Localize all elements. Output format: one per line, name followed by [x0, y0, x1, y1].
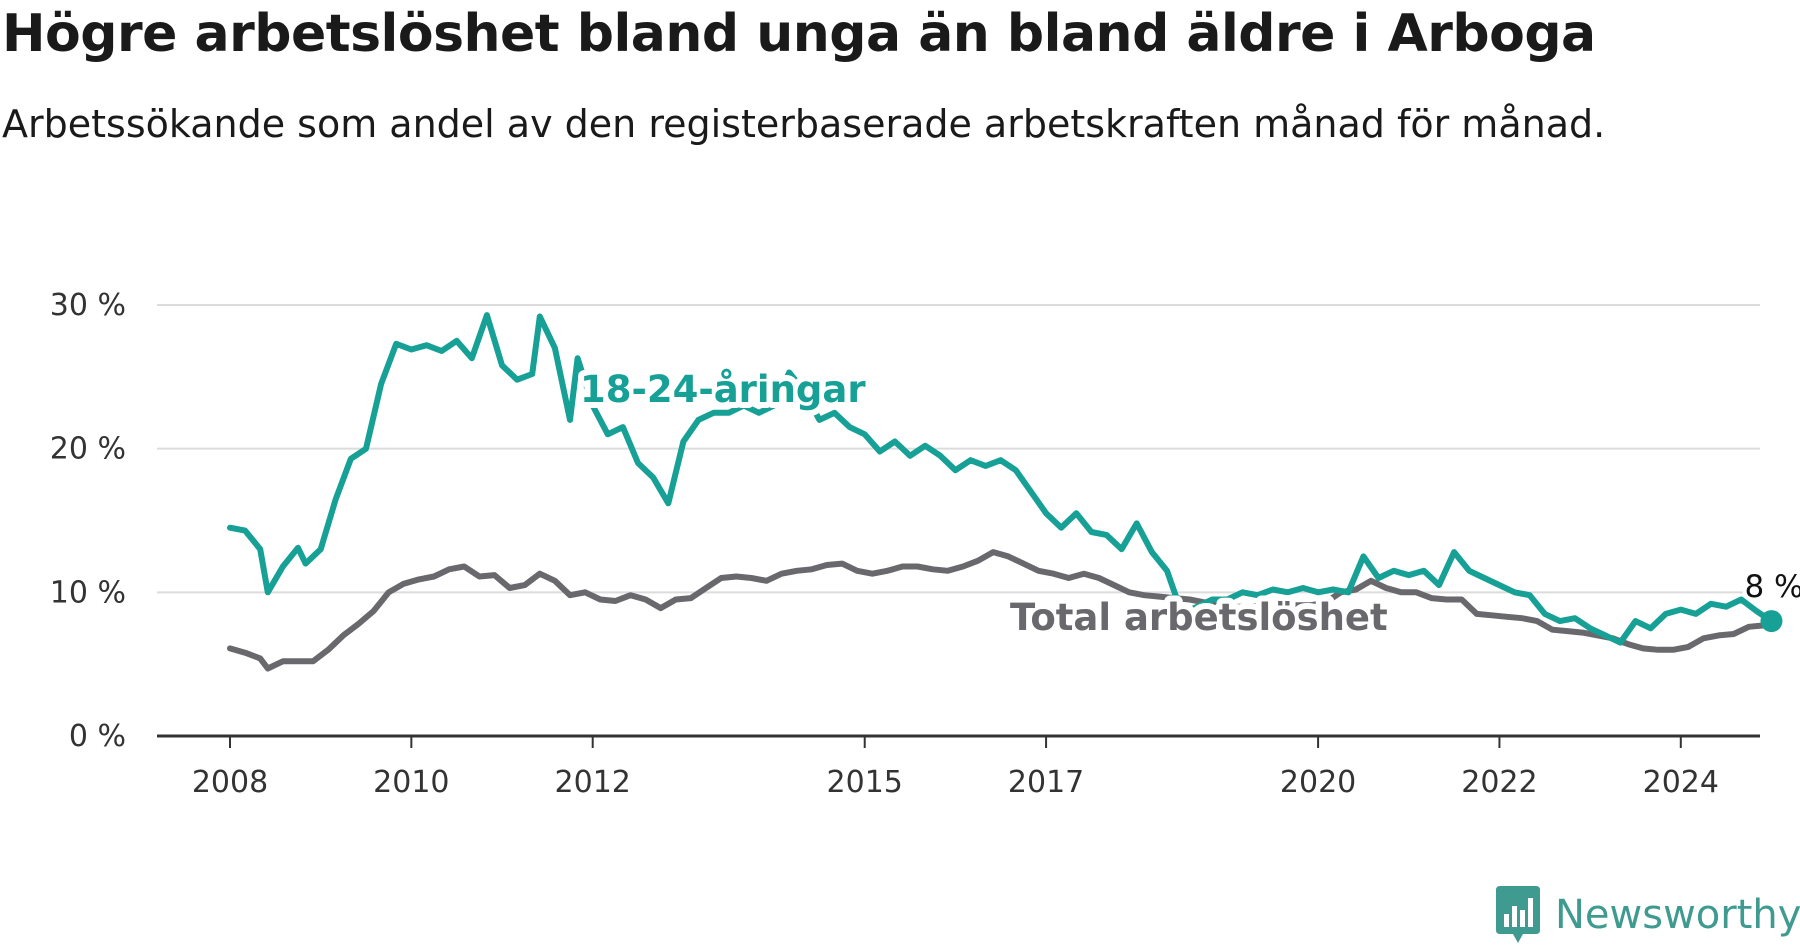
series-line-total — [227, 549, 1767, 672]
y-tick-label: 20 % — [50, 432, 126, 467]
chart-title: Högre arbetslöshet bland unga än bland ä… — [2, 4, 1596, 64]
x-tick-label: 2010 — [373, 765, 449, 800]
newsworthy-logo-icon — [1496, 886, 1540, 943]
x-tick-label: 2022 — [1461, 765, 1537, 800]
x-tick-label: 2024 — [1643, 765, 1719, 800]
x-tick-label: 2008 — [192, 765, 268, 800]
brand-name: Newsworthy — [1555, 892, 1800, 938]
end-label: 8 % — [1744, 569, 1800, 605]
series-label-total: Total arbetslöshet — [1010, 596, 1388, 639]
end-point-marker — [1760, 610, 1783, 633]
x-tick-label: 2020 — [1280, 765, 1356, 800]
x-tick-label: 2012 — [555, 765, 631, 800]
end-label-halo: 8 % — [1744, 569, 1800, 605]
brand: Newsworthy — [1493, 884, 1800, 946]
series-label-total-halo: Total arbetslöshet — [1010, 596, 1388, 639]
series-label-18-24: 18-24-åringar — [580, 368, 866, 411]
x-tick-label: 2017 — [1008, 765, 1084, 800]
y-tick-label: 0 % — [69, 719, 126, 754]
y-tick-label: 30 % — [50, 288, 126, 323]
y-tick-label: 10 % — [50, 575, 126, 610]
series-label-18-24-halo: 18-24-åringar — [580, 368, 866, 411]
series-line-18-24 — [227, 312, 1775, 646]
x-tick-label: 2015 — [827, 765, 903, 800]
chart-subtitle: Arbetssökande som andel av den registerb… — [2, 102, 1606, 146]
